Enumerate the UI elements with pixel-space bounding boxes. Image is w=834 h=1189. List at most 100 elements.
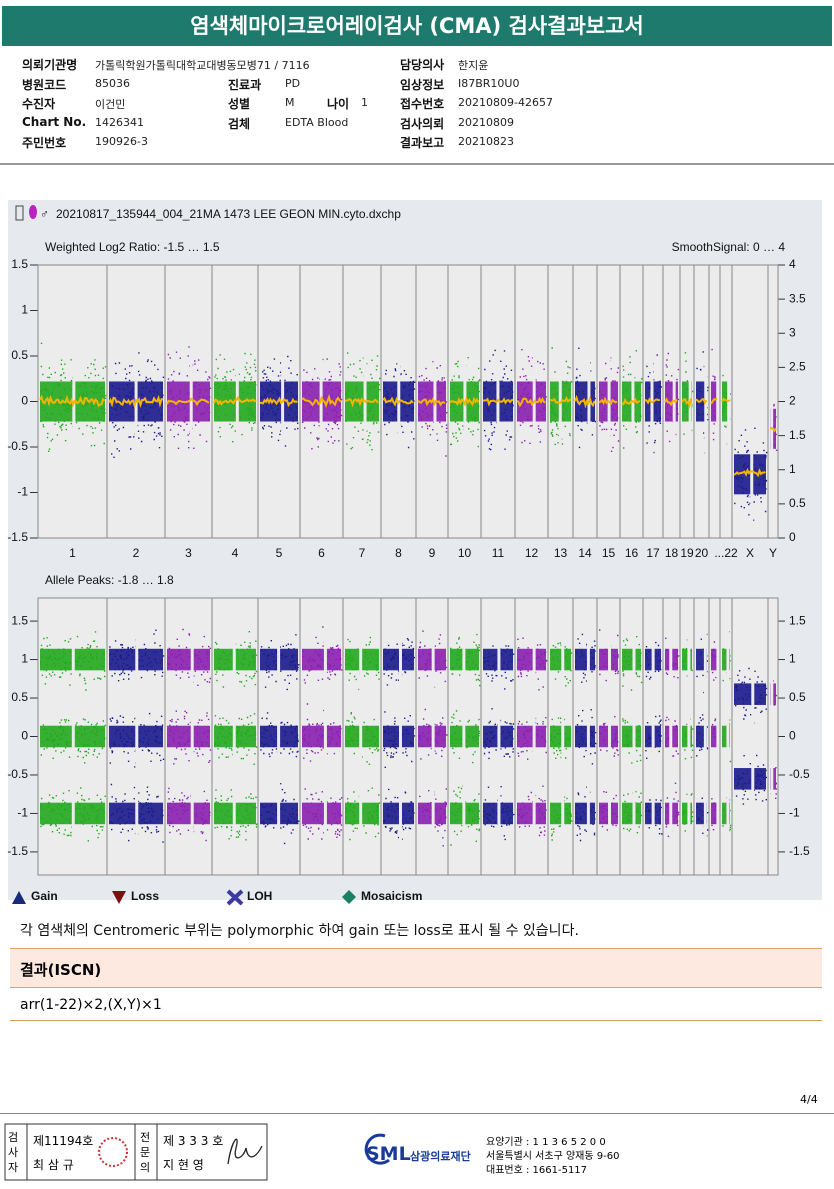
tester-license: 제11194호 — [33, 1134, 94, 1148]
signal-dots — [734, 667, 768, 805]
cma-figure: ♂ 20210817_135944_004_21MA 1473 LEE GEON… — [7, 200, 822, 906]
signal-band — [682, 725, 692, 748]
centromere-gap — [726, 599, 730, 874]
signal-band — [575, 648, 595, 671]
signal-dots — [599, 627, 619, 831]
signal-band — [696, 648, 707, 671]
centromere-gap — [750, 266, 754, 537]
logo: SML — [366, 1143, 411, 1165]
smooth-signal — [39, 394, 106, 408]
chromosome-label: 2 — [133, 546, 140, 560]
signature-box — [4, 1123, 268, 1181]
smooth-signal — [664, 397, 678, 407]
centromere-gap — [669, 599, 673, 874]
chromosome-label: 17 — [646, 546, 660, 560]
chromosome-label: 8 — [395, 546, 402, 560]
y2-tick-label: 1.5 — [789, 428, 806, 442]
smooth-signal — [382, 396, 414, 407]
signal-band — [383, 802, 414, 825]
signal-dots — [109, 352, 165, 458]
info-label: Chart No. — [22, 115, 87, 129]
centromere-gap — [235, 266, 239, 537]
y2-tick-label: 3 — [789, 325, 796, 339]
info-value: 가톨릭학원가톨릭대학교대병동모병71 / 7116 — [95, 59, 310, 72]
signal-dots — [550, 347, 573, 446]
specialist-role: 전문의 — [140, 1131, 151, 1174]
chromosome-label: 15 — [602, 546, 616, 560]
info-value: 190926-3 — [95, 135, 148, 148]
signal-band — [575, 725, 595, 748]
legend-icon — [226, 889, 244, 906]
signal-band — [734, 768, 766, 790]
centromere-gap — [687, 599, 691, 874]
signal-band — [167, 648, 210, 671]
signal-band — [622, 802, 641, 825]
smooth-signal — [549, 395, 572, 405]
signal-dots — [665, 352, 680, 443]
centromere-gap — [189, 266, 193, 537]
info-label: 검체 — [228, 117, 251, 131]
smooth-signal — [449, 395, 480, 407]
chromosome-label: 3 — [185, 546, 192, 560]
signal-dots — [665, 637, 680, 839]
signal-band — [622, 648, 641, 671]
address-line: 요양기관 : 1 1 3 6 5 2 0 0 — [486, 1137, 606, 1148]
centromere-gap — [359, 599, 363, 874]
signal-band — [550, 802, 571, 825]
centromere-gap — [323, 599, 327, 874]
legend-icon — [342, 890, 356, 904]
centromere-gap — [532, 599, 536, 874]
centromere-gap — [190, 599, 194, 874]
result-value: arr(1-22)×2,(X,Y)×1 — [20, 997, 162, 1013]
signal-band — [167, 802, 210, 825]
legend-icon — [112, 891, 126, 904]
chromosome-label: ...22 — [714, 546, 738, 560]
signal-dots — [682, 639, 694, 832]
note: 각 염색체의 Centromeric 부위는 polymorphic 하여 ga… — [20, 923, 579, 939]
signal-band — [682, 802, 692, 825]
chromosome-label: 14 — [578, 546, 592, 560]
result-header-bg — [10, 948, 822, 988]
smooth-signal — [301, 393, 342, 408]
address-line: 대표번호 : 1661-5117 — [486, 1165, 588, 1176]
y-tick-label: 0 — [21, 729, 28, 743]
info-label: 진료과 — [228, 78, 262, 92]
panel-label: Weighted Log2 Ratio: -1.5 … 1.5 — [45, 240, 220, 254]
info-label: 성별 — [228, 97, 251, 111]
y-tick-label: -0.5 — [7, 767, 28, 781]
signal-dots — [517, 637, 548, 837]
signal-dots — [622, 636, 643, 834]
y-tick-label: 1 — [21, 303, 28, 317]
smooth-signal — [710, 397, 718, 405]
smooth-signal — [733, 467, 766, 478]
tester-role: 검사자 — [8, 1131, 19, 1174]
signal-dots — [214, 631, 258, 841]
chromosome-label: 1 — [69, 546, 76, 560]
legend-label: Mosaicism — [361, 889, 422, 903]
y-tick-label: 0 — [21, 394, 28, 408]
signal-band — [550, 725, 571, 748]
info-label: 임상정보 — [400, 78, 445, 92]
chromosome-label: 9 — [429, 546, 436, 560]
info-label: 나이 — [327, 97, 350, 111]
info-value: EDTA Blood — [285, 116, 349, 129]
info-label: 의뢰기관명 — [22, 58, 78, 72]
address-line: 서울특별시 서초구 양재동 9-60 — [486, 1151, 620, 1162]
logo-mark — [364, 1133, 390, 1165]
smooth-signal — [695, 397, 708, 405]
chromosome-label: 11 — [492, 546, 505, 560]
info-label: 수진자 — [22, 97, 56, 111]
y2-tick-label: 3.5 — [789, 291, 806, 305]
centromere-gap — [497, 599, 501, 874]
signal-dots — [575, 633, 597, 842]
y2-tick-label: 1 — [789, 652, 796, 666]
y2-tick-label: 0 — [789, 530, 796, 544]
signal-dots — [260, 634, 300, 845]
y2-tick-label: 1 — [789, 462, 796, 476]
chromosome-label: 16 — [625, 546, 639, 560]
y2-tick-label: 4 — [789, 257, 796, 271]
info-value: 20210809-42657 — [458, 96, 553, 109]
y-tick-label: -1.5 — [7, 530, 28, 544]
result-heading: 결과(ISCN) — [20, 961, 102, 979]
signal-band — [722, 648, 730, 671]
